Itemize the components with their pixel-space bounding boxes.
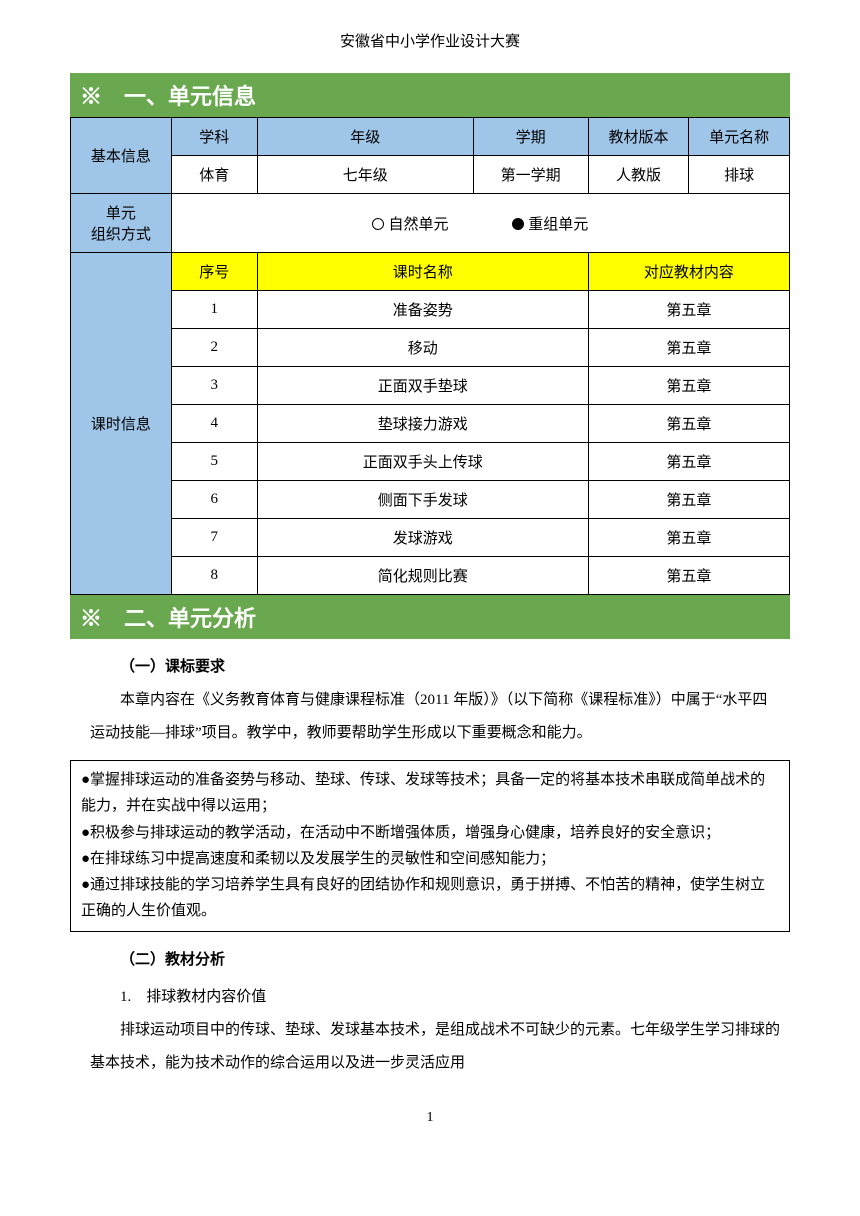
- lesson-chap: 第五章: [588, 443, 789, 481]
- lesson-chap: 第五章: [588, 405, 789, 443]
- lesson-no: 6: [171, 481, 257, 519]
- page-number: 1: [70, 1110, 790, 1126]
- section1-bar: ※ 一、单元信息: [70, 73, 790, 117]
- lesson-chap: 第五章: [588, 481, 789, 519]
- body-text: （一）课标要求 本章内容在《义务教育体育与健康课程标准（2011 年版）》（以下…: [70, 651, 790, 750]
- lesson-no: 2: [171, 329, 257, 367]
- lesson-row: 6侧面下手发球第五章: [71, 481, 790, 519]
- hdr-grade: 年级: [257, 118, 473, 156]
- objectives-box: ●掌握排球运动的准备姿势与移动、垫球、传球、发球等技术；具备一定的将基本技术串联…: [70, 760, 790, 932]
- heading-requirements: （一）课标要求: [90, 651, 780, 684]
- lesson-name: 准备姿势: [257, 291, 588, 329]
- lesson-name: 正面双手垫球: [257, 367, 588, 405]
- val-subject: 体育: [171, 156, 257, 194]
- unit-info-table: 基本信息 学科 年级 学期 教材版本 单元名称 体育 七年级 第一学期 人教版 …: [70, 117, 790, 595]
- lesson-hdr-no: 序号: [171, 253, 257, 291]
- radio-reorg-unit[interactable]: 重组单元: [512, 213, 588, 234]
- lesson-row: 4垫球接力游戏第五章: [71, 405, 790, 443]
- body-text-2: （二）教材分析 1. 排球教材内容价值 排球运动项目中的传球、垫球、发球基本技术…: [70, 944, 790, 1080]
- basic-info-label: 基本信息: [71, 118, 172, 194]
- lesson-chap: 第五章: [588, 329, 789, 367]
- lesson-row: 2移动第五章: [71, 329, 790, 367]
- radio-natural-label: 自然单元: [388, 217, 448, 233]
- org-mode-label: 单元 组织方式: [71, 194, 172, 253]
- lesson-name: 侧面下手发球: [257, 481, 588, 519]
- val-unitname: 排球: [689, 156, 790, 194]
- radio-empty-icon: [372, 218, 384, 230]
- lesson-row: 1准备姿势第五章: [71, 291, 790, 329]
- hdr-subject: 学科: [171, 118, 257, 156]
- lesson-name: 正面双手头上传球: [257, 443, 588, 481]
- radio-natural-unit[interactable]: 自然单元: [372, 213, 448, 234]
- para-material: 排球运动项目中的传球、垫球、发球基本技术，是组成战术不可缺少的元素。七年级学生学…: [90, 1014, 780, 1080]
- lesson-name: 发球游戏: [257, 519, 588, 557]
- lesson-name: 简化规则比赛: [257, 557, 588, 595]
- lesson-row: 8简化规则比赛第五章: [71, 557, 790, 595]
- doc-header: 安徽省中小学作业设计大赛: [70, 30, 790, 51]
- lesson-name: 垫球接力游戏: [257, 405, 588, 443]
- bullet-item: ●通过排球技能的学习培养学生具有良好的团结协作和规则意识，勇于拼搏、不怕苦的精神…: [81, 872, 779, 925]
- section2-bar: ※ 二、单元分析: [70, 595, 790, 639]
- hdr-term: 学期: [473, 118, 588, 156]
- bullet-item: ●积极参与排球运动的教学活动，在活动中不断增强体质，增强身心健康，培养良好的安全…: [81, 820, 779, 846]
- hdr-unitname: 单元名称: [689, 118, 790, 156]
- lesson-chap: 第五章: [588, 519, 789, 557]
- lesson-chap: 第五章: [588, 367, 789, 405]
- lesson-no: 5: [171, 443, 257, 481]
- hdr-textbook: 教材版本: [588, 118, 689, 156]
- val-grade: 七年级: [257, 156, 473, 194]
- lesson-no: 4: [171, 405, 257, 443]
- lesson-row: 7发球游戏第五章: [71, 519, 790, 557]
- lesson-no: 7: [171, 519, 257, 557]
- lesson-info-label: 课时信息: [71, 253, 172, 595]
- val-textbook: 人教版: [588, 156, 689, 194]
- lesson-hdr-chap: 对应教材内容: [588, 253, 789, 291]
- lesson-hdr-name: 课时名称: [257, 253, 588, 291]
- radio-filled-icon: [512, 218, 524, 230]
- subheading-value: 1. 排球教材内容价值: [90, 981, 780, 1014]
- lesson-no: 8: [171, 557, 257, 595]
- bullet-item: ●掌握排球运动的准备姿势与移动、垫球、传球、发球等技术；具备一定的将基本技术串联…: [81, 767, 779, 820]
- val-term: 第一学期: [473, 156, 588, 194]
- radio-reorg-label: 重组单元: [528, 217, 588, 233]
- lesson-chap: 第五章: [588, 557, 789, 595]
- lesson-no: 1: [171, 291, 257, 329]
- lesson-row: 3正面双手垫球第五章: [71, 367, 790, 405]
- lesson-no: 3: [171, 367, 257, 405]
- lesson-chap: 第五章: [588, 291, 789, 329]
- para-requirements: 本章内容在《义务教育体育与健康课程标准（2011 年版）》（以下简称《课程标准》…: [90, 684, 780, 750]
- org-mode-options: 自然单元 重组单元: [171, 194, 789, 253]
- heading-material: （二）教材分析: [90, 944, 780, 977]
- lesson-name: 移动: [257, 329, 588, 367]
- bullet-item: ●在排球练习中提高速度和柔韧以及发展学生的灵敏性和空间感知能力；: [81, 846, 779, 872]
- lesson-row: 5正面双手头上传球第五章: [71, 443, 790, 481]
